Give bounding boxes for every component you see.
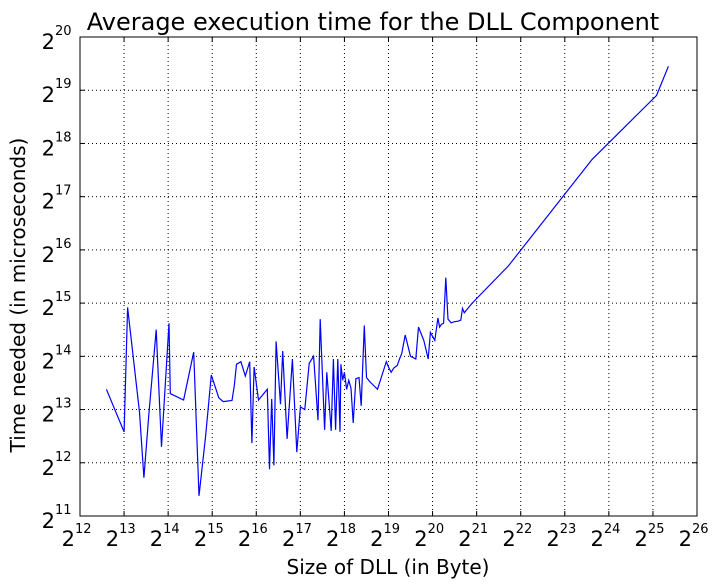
x-tick-label: 2 12 [62, 522, 92, 551]
x-tick-label: 2 18 [326, 522, 356, 551]
x-tick-base: 2 [502, 527, 515, 551]
x-tick-label: 2 25 [635, 522, 665, 551]
x-tick-exponent: 16 [251, 522, 268, 537]
x-tick-label: 2 16 [238, 522, 268, 551]
x-tick-exponent: 21 [472, 522, 489, 537]
x-tick-base: 2 [62, 527, 75, 551]
y-tick-exponent: 20 [55, 24, 72, 39]
y-tick-label: 2 12 [42, 450, 72, 480]
x-tick-exponent: 15 [207, 522, 224, 537]
series-line [105, 66, 669, 496]
x-tick-base: 2 [590, 527, 603, 551]
x-tick-exponent: 22 [516, 522, 533, 537]
y-tick-exponent: 11 [55, 503, 72, 518]
x-tick-exponent: 25 [648, 522, 665, 537]
y-tick-exponent: 14 [55, 343, 72, 358]
x-tick-label: 2 17 [282, 522, 312, 551]
x-tick-base: 2 [635, 527, 648, 551]
x-tick-exponent: 18 [339, 522, 356, 537]
tick-marks [79, 36, 698, 517]
x-tick-base: 2 [546, 527, 559, 551]
x-tick-labels: 2 12 2 13 2 14 2 15 2 16 2 17 2 18 2 19 2 20 2 21 2 22 2 23 2 24 2… [62, 522, 709, 551]
x-axis-label: Size of DLL (in Byte) [287, 555, 490, 579]
x-tick-base: 2 [326, 527, 339, 551]
y-tick-exponent: 12 [55, 450, 72, 465]
x-tick-label: 2 21 [458, 522, 488, 551]
y-tick-exponent: 13 [55, 397, 72, 412]
y-tick-label: 2 15 [42, 290, 72, 320]
y-tick-base: 2 [42, 509, 55, 533]
x-tick-exponent: 26 [692, 522, 709, 537]
y-tick-base: 2 [42, 243, 55, 267]
x-tick-base: 2 [679, 527, 692, 551]
y-tick-exponent: 19 [55, 77, 72, 92]
x-tick-label: 2 13 [106, 522, 136, 551]
x-tick-label: 2 26 [679, 522, 709, 551]
x-tick-base: 2 [282, 527, 295, 551]
y-tick-label: 2 18 [42, 130, 72, 160]
plot-frame [79, 36, 698, 517]
x-tick-label: 2 14 [150, 522, 180, 551]
y-tick-exponent: 16 [55, 237, 72, 252]
x-tick-base: 2 [150, 527, 163, 551]
x-tick-base: 2 [238, 527, 251, 551]
y-tick-base: 2 [42, 403, 55, 427]
y-tick-base: 2 [42, 456, 55, 480]
y-axis-label: Time needed (in microseconds) [6, 138, 30, 454]
chart-title: Average execution time for the DLL Compo… [87, 8, 659, 36]
x-tick-base: 2 [194, 527, 207, 551]
x-tick-base: 2 [370, 527, 383, 551]
y-tick-exponent: 17 [55, 184, 72, 199]
x-tick-label: 2 15 [194, 522, 224, 551]
y-tick-label: 2 16 [42, 237, 72, 267]
x-tick-exponent: 19 [384, 522, 401, 537]
y-tick-base: 2 [42, 190, 55, 214]
x-tick-base: 2 [458, 527, 471, 551]
y-tick-label: 2 11 [42, 503, 72, 533]
y-tick-label: 2 20 [42, 24, 72, 54]
y-tick-base: 2 [42, 296, 55, 320]
x-tick-base: 2 [106, 527, 119, 551]
x-tick-label: 2 22 [502, 522, 532, 551]
y-tick-exponent: 15 [55, 290, 72, 305]
grid-lines [79, 36, 698, 517]
x-tick-base: 2 [414, 527, 427, 551]
y-tick-labels: 2 112 122 132 142 152 162 172 182 192 20 [42, 24, 72, 533]
x-tick-label: 2 23 [546, 522, 576, 551]
x-tick-exponent: 17 [295, 522, 312, 537]
y-tick-label: 2 13 [42, 397, 72, 427]
x-tick-label: 2 20 [414, 522, 444, 551]
x-tick-label: 2 24 [590, 522, 620, 551]
y-tick-label: 2 19 [42, 77, 72, 107]
y-tick-base: 2 [42, 349, 55, 373]
x-tick-exponent: 23 [560, 522, 577, 537]
x-tick-exponent: 14 [163, 522, 180, 537]
y-tick-base: 2 [42, 30, 55, 54]
x-tick-label: 2 19 [370, 522, 400, 551]
x-tick-exponent: 20 [428, 522, 445, 537]
y-tick-label: 2 17 [42, 184, 72, 214]
y-tick-label: 2 14 [42, 343, 72, 373]
y-tick-exponent: 18 [55, 130, 72, 145]
y-tick-base: 2 [42, 83, 55, 107]
x-tick-exponent: 24 [604, 522, 621, 537]
x-tick-exponent: 13 [119, 522, 136, 537]
x-tick-exponent: 12 [75, 522, 92, 537]
y-tick-base: 2 [42, 136, 55, 160]
